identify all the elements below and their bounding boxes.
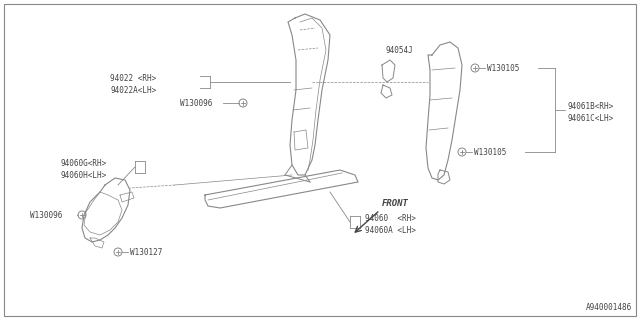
Text: 94061C<LH>: 94061C<LH> — [567, 114, 613, 123]
Text: 94022A<LH>: 94022A<LH> — [110, 85, 156, 94]
Text: W130096: W130096 — [180, 99, 212, 108]
Text: 94060  <RH>: 94060 <RH> — [365, 213, 416, 222]
Text: W130096: W130096 — [30, 211, 62, 220]
Text: 94022 <RH>: 94022 <RH> — [110, 74, 156, 83]
Text: FRONT: FRONT — [382, 199, 409, 208]
Text: 94061B<RH>: 94061B<RH> — [567, 101, 613, 110]
Text: 94054J: 94054J — [385, 45, 413, 54]
Text: A940001486: A940001486 — [586, 303, 632, 312]
Text: W130105: W130105 — [487, 63, 520, 73]
Text: W130127: W130127 — [130, 247, 163, 257]
Text: 94060G<RH>: 94060G<RH> — [60, 158, 106, 167]
Text: 94060A <LH>: 94060A <LH> — [365, 226, 416, 235]
Text: 94060H<LH>: 94060H<LH> — [60, 171, 106, 180]
Text: W130105: W130105 — [474, 148, 506, 156]
